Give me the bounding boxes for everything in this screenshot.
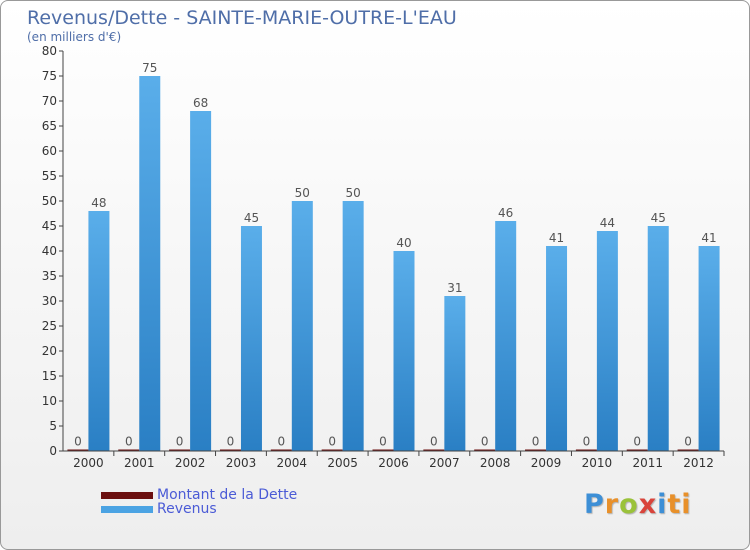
debt-bar bbox=[118, 449, 140, 451]
revenue-bar bbox=[190, 111, 212, 451]
revenue-bar bbox=[139, 76, 161, 451]
x-tick-label: 2009 bbox=[531, 456, 562, 470]
debt-value-label: 0 bbox=[481, 435, 489, 449]
revenue-value-label: 68 bbox=[193, 96, 208, 110]
y-tick-label: 40 bbox=[42, 244, 57, 258]
logo-letter: x bbox=[638, 489, 658, 520]
revenue-bar bbox=[444, 296, 466, 451]
proxiti-logo: Proxiti bbox=[584, 489, 692, 520]
legend-item-revenue: Revenus bbox=[101, 501, 217, 517]
revenue-value-label: 41 bbox=[701, 231, 716, 245]
y-tick-label: 45 bbox=[42, 219, 57, 233]
legend-label-revenue: Revenus bbox=[157, 501, 217, 517]
debt-bar bbox=[474, 449, 496, 451]
y-tick-label: 0 bbox=[49, 444, 57, 458]
chart-title: Revenus/Dette - SAINTE-MARIE-OUTRE-L'EAU bbox=[27, 7, 457, 29]
debt-value-label: 0 bbox=[430, 435, 438, 449]
debt-value-label: 0 bbox=[176, 435, 184, 449]
y-tick-label: 20 bbox=[42, 344, 57, 358]
debt-bar bbox=[575, 449, 597, 451]
debt-bar bbox=[67, 449, 89, 451]
revenue-value-label: 46 bbox=[498, 206, 513, 220]
debt-value-label: 0 bbox=[684, 435, 692, 449]
revenue-value-label: 48 bbox=[91, 196, 106, 210]
y-tick-label: 50 bbox=[42, 194, 57, 208]
y-tick-label: 65 bbox=[42, 119, 57, 133]
debt-bar bbox=[525, 449, 547, 451]
y-tick-label: 80 bbox=[42, 44, 57, 58]
revenue-bar bbox=[240, 226, 262, 451]
revenue-value-label: 45 bbox=[651, 211, 666, 225]
revenue-value-label: 50 bbox=[295, 186, 310, 200]
x-tick-label: 2007 bbox=[429, 456, 460, 470]
x-tick-label: 2010 bbox=[582, 456, 613, 470]
legend-swatch-debt bbox=[101, 491, 153, 499]
chart-subtitle: (en milliers d'€) bbox=[27, 30, 122, 44]
x-tick-label: 2002 bbox=[175, 456, 206, 470]
revenue-bar bbox=[393, 251, 415, 451]
revenue-value-label: 50 bbox=[346, 186, 361, 200]
y-tick-label: 75 bbox=[42, 69, 57, 83]
debt-bar bbox=[372, 449, 394, 451]
y-tick-label: 60 bbox=[42, 144, 57, 158]
revenue-value-label: 41 bbox=[549, 231, 564, 245]
logo-letter: P bbox=[584, 489, 605, 520]
legend-label-debt: Montant de la Dette bbox=[157, 487, 298, 503]
debt-bar bbox=[423, 449, 445, 451]
logo-letter: i bbox=[657, 489, 668, 520]
debt-bar bbox=[169, 449, 191, 451]
x-tick-label: 2004 bbox=[277, 456, 308, 470]
y-tick-label: 5 bbox=[49, 419, 57, 433]
x-tick-label: 2001 bbox=[124, 456, 155, 470]
y-tick-label: 55 bbox=[42, 169, 57, 183]
legend-swatch-revenue bbox=[101, 505, 153, 513]
debt-bar bbox=[626, 449, 648, 451]
revenue-value-label: 45 bbox=[244, 211, 259, 225]
logo-letter: r bbox=[604, 489, 620, 520]
debt-value-label: 0 bbox=[328, 435, 336, 449]
debt-value-label: 0 bbox=[379, 435, 387, 449]
debt-bar bbox=[270, 449, 292, 451]
x-tick-label: 2008 bbox=[480, 456, 511, 470]
logo-letter: o bbox=[619, 489, 639, 520]
debt-value-label: 0 bbox=[277, 435, 285, 449]
x-tick-label: 2003 bbox=[226, 456, 257, 470]
y-tick-label: 70 bbox=[42, 94, 57, 108]
revenue-value-label: 44 bbox=[600, 216, 615, 230]
y-tick-label: 30 bbox=[42, 294, 57, 308]
debt-value-label: 0 bbox=[74, 435, 82, 449]
revenue-bar bbox=[596, 231, 618, 451]
revenue-bar bbox=[647, 226, 669, 451]
y-tick-label: 10 bbox=[42, 394, 57, 408]
revenue-bar bbox=[495, 221, 517, 451]
x-tick-label: 2006 bbox=[378, 456, 409, 470]
revenue-bar bbox=[291, 201, 313, 451]
revenue-bar bbox=[342, 201, 364, 451]
revenue-bar bbox=[88, 211, 110, 451]
x-tick-label: 2012 bbox=[683, 456, 714, 470]
y-tick-label: 35 bbox=[42, 269, 57, 283]
y-tick-label: 25 bbox=[42, 319, 57, 333]
debt-value-label: 0 bbox=[633, 435, 641, 449]
y-tick-label: 15 bbox=[42, 369, 57, 383]
revenue-bar bbox=[546, 246, 568, 451]
x-tick-label: 2000 bbox=[73, 456, 104, 470]
logo-letter: ti bbox=[667, 489, 692, 520]
x-tick-label: 2011 bbox=[632, 456, 663, 470]
debt-bar bbox=[219, 449, 241, 451]
debt-value-label: 0 bbox=[583, 435, 591, 449]
revenue-value-label: 40 bbox=[396, 236, 411, 250]
debt-value-label: 0 bbox=[125, 435, 133, 449]
legend-item-debt: Montant de la Dette bbox=[101, 487, 297, 503]
revenue-bar bbox=[698, 246, 720, 451]
debt-bar bbox=[677, 449, 699, 451]
revenue-value-label: 31 bbox=[447, 281, 462, 295]
debt-bar bbox=[321, 449, 343, 451]
x-tick-label: 2005 bbox=[327, 456, 358, 470]
debt-value-label: 0 bbox=[532, 435, 540, 449]
debt-value-label: 0 bbox=[227, 435, 235, 449]
revenue-value-label: 75 bbox=[142, 61, 157, 75]
